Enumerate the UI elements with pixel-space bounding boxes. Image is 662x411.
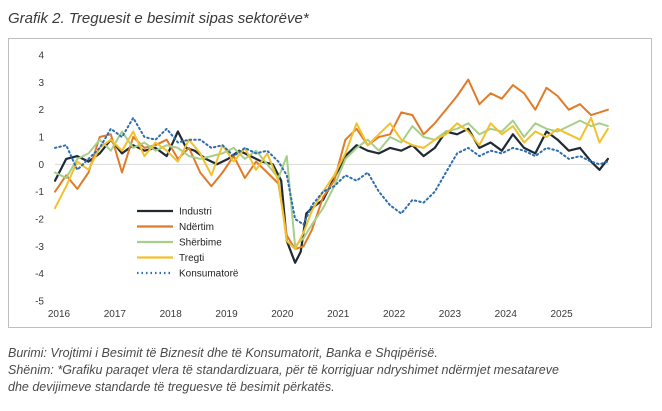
legend-label: Industri xyxy=(179,207,212,218)
y-tick-label: -3 xyxy=(35,242,44,253)
x-tick-label: 2018 xyxy=(160,309,183,320)
legend-label: Tregti xyxy=(179,253,204,264)
y-axis: 4 3 2 1 0 -1 -2 -3 -4 -5 xyxy=(35,51,44,308)
x-tick-label: 2023 xyxy=(439,309,462,320)
legend-label: Ndërtim xyxy=(179,222,214,233)
x-tick-label: 2020 xyxy=(271,309,294,320)
chart-frame: 4 3 2 1 0 -1 -2 -3 -4 -5 2016 2017 2018 2019 2020 2021… xyxy=(8,38,652,328)
x-tick-label: 2024 xyxy=(495,309,518,320)
y-tick-label: 1 xyxy=(38,133,44,144)
series-layer xyxy=(53,78,610,264)
y-tick-label: -5 xyxy=(35,297,44,308)
y-tick-label: 2 xyxy=(38,105,44,116)
x-tick-label: 2021 xyxy=(327,309,350,320)
legend-label: Konsumatorë xyxy=(179,269,239,280)
line-chart: 4 3 2 1 0 -1 -2 -3 -4 -5 2016 2017 2018 2019 2020 2021… xyxy=(35,51,610,320)
footnote-line-2: dhe devijimeve standarde të treguesve të… xyxy=(8,380,335,394)
legend: Industri Ndërtim Shërbime Tregti Konsumatorë xyxy=(137,207,239,280)
footnote-line-1: Shënim: *Grafiku paraqet vlera të standa… xyxy=(8,363,559,377)
chart-title: Grafik 2. Treguesit e besimit sipas sekt… xyxy=(8,10,309,27)
y-tick-label: -4 xyxy=(35,269,44,280)
x-tick-label: 2025 xyxy=(550,309,573,320)
source-note: Burimi: Vrojtimi i Besimit të Biznesit d… xyxy=(8,346,438,360)
x-tick-label: 2022 xyxy=(383,309,406,320)
y-tick-label: 3 xyxy=(38,78,44,89)
series-line-tregti xyxy=(54,116,609,251)
x-tick-label: 2017 xyxy=(104,309,127,320)
series-line-konsumator xyxy=(54,116,609,226)
y-tick-label: -1 xyxy=(35,187,44,198)
x-tick-label: 2016 xyxy=(48,309,71,320)
y-tick-label: 4 xyxy=(38,51,44,62)
x-axis: 2016 2017 2018 2019 2020 2021 2022 2023 2024 2025 xyxy=(48,309,573,320)
series-line-shrbime xyxy=(54,119,609,248)
legend-label: Shërbime xyxy=(179,238,222,249)
x-tick-label: 2019 xyxy=(215,309,238,320)
y-tick-label: 0 xyxy=(38,160,44,171)
y-tick-label: -2 xyxy=(35,215,44,226)
